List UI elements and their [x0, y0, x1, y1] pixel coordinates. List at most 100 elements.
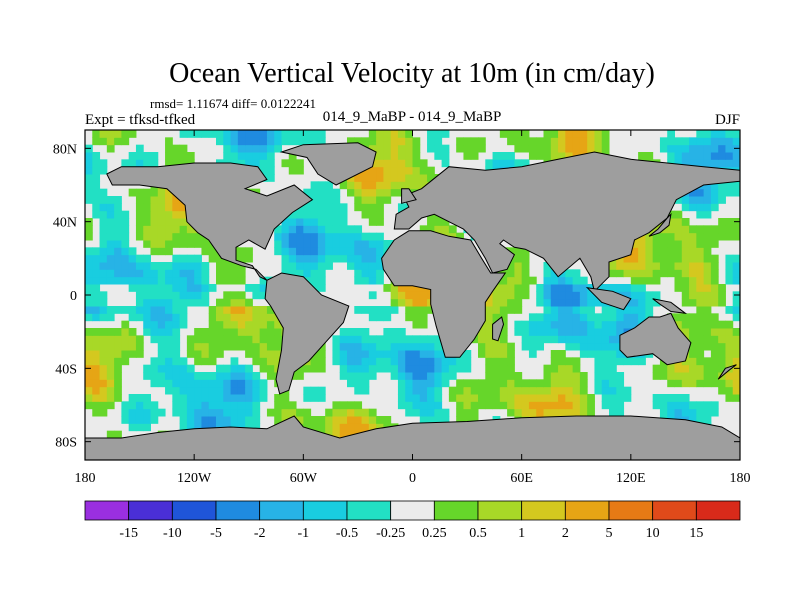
field-cell [128, 335, 137, 344]
field-cell [528, 394, 537, 402]
field-cell [427, 408, 435, 417]
field-cell [601, 144, 610, 153]
field-cell [499, 350, 508, 358]
field-cell [128, 152, 137, 160]
field-cell [674, 137, 683, 146]
field-cell [397, 174, 406, 182]
field-cell [194, 408, 202, 417]
field-cell [572, 364, 581, 373]
field-cell [296, 232, 304, 241]
field-cell [245, 254, 253, 263]
field-cell [245, 284, 253, 292]
field-cell [594, 350, 603, 358]
field-cell [317, 240, 326, 248]
field-cell [165, 379, 173, 388]
field-cell [354, 350, 363, 358]
field-cell [601, 284, 610, 292]
field-cell [659, 401, 668, 410]
field-cell [179, 152, 188, 160]
field-cell [492, 357, 501, 366]
field-cell [237, 144, 246, 153]
field-cell [325, 203, 333, 212]
field-cell [179, 269, 188, 278]
field-cell [296, 364, 304, 373]
field-cell [718, 328, 726, 336]
field-cell [659, 137, 668, 146]
field-cell [201, 372, 210, 380]
field-cell [427, 357, 435, 366]
field-cell [514, 328, 523, 336]
field-cell [332, 188, 341, 197]
field-cell [165, 350, 173, 358]
field-cell [397, 394, 406, 402]
field-cell [317, 357, 326, 366]
field-cell [310, 188, 319, 197]
field-cell [332, 416, 341, 424]
field-cell [463, 152, 472, 160]
field-cell [172, 342, 181, 351]
colorbar-label: 0.25 [422, 526, 447, 541]
field-cell [143, 423, 151, 432]
field-cell [594, 313, 603, 322]
field-cell [165, 232, 173, 241]
field-cell [237, 328, 246, 336]
field-cell [99, 159, 108, 168]
field-cell [281, 232, 290, 241]
field-cell [536, 144, 544, 153]
field-cell [689, 247, 697, 256]
field-cell [281, 254, 290, 263]
field-cell [121, 335, 130, 344]
field-cell [223, 379, 232, 388]
field-cell [361, 232, 370, 241]
field-cell [245, 335, 253, 344]
field-cell [412, 159, 421, 168]
field-cell [376, 335, 384, 344]
field-cell [252, 306, 261, 314]
field-cell [194, 423, 202, 432]
field-cell [536, 298, 544, 307]
field-cell [594, 372, 603, 380]
field-cell [579, 291, 588, 300]
field-cell [696, 196, 705, 204]
field-cell [114, 225, 122, 234]
field-cell [332, 196, 341, 204]
field-cell [216, 372, 224, 380]
field-cell [710, 291, 719, 300]
field-cell [194, 342, 202, 351]
field-cell [179, 203, 188, 212]
field-cell [92, 408, 101, 417]
field-cell [390, 335, 399, 344]
field-cell [383, 152, 392, 160]
field-cell [135, 203, 144, 212]
field-cell [99, 137, 108, 146]
field-cell [689, 328, 697, 336]
field-cell [245, 306, 253, 314]
field-cell [317, 196, 326, 204]
field-cell [230, 386, 239, 395]
field-cell [601, 364, 610, 373]
field-cell [499, 159, 508, 168]
field-cell [157, 225, 166, 234]
field-cell [361, 408, 370, 417]
field-cell [674, 269, 683, 278]
field-cell [572, 298, 581, 307]
field-cell [499, 306, 508, 314]
field-cell [390, 188, 399, 197]
field-cell [339, 372, 348, 380]
field-cell [150, 313, 159, 322]
field-cell [281, 408, 290, 417]
field-cell [339, 423, 348, 432]
field-cell [288, 225, 297, 234]
field-cell [681, 291, 690, 300]
field-cell [565, 152, 574, 160]
run-label: 014_9_MaBP - 014_9_MaBP [323, 109, 502, 125]
field-cell [710, 232, 719, 241]
field-cell [463, 350, 472, 358]
field-cell [128, 350, 137, 358]
field-cell [172, 408, 181, 417]
chart-title: Ocean Vertical Velocity at 10m (in cm/da… [169, 58, 655, 89]
field-cell [710, 364, 719, 373]
field-cell [259, 291, 268, 300]
field-cell [638, 313, 646, 322]
field-cell [128, 284, 137, 292]
